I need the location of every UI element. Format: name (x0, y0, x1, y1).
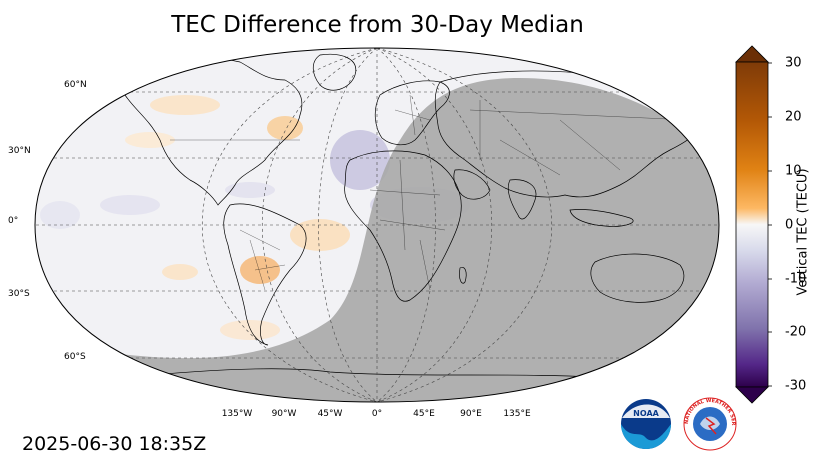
colorbar-tick: 30 (785, 55, 802, 71)
colorbar-tick: 10 (785, 163, 802, 179)
map-area (35, 48, 719, 402)
lat-label-30s: 30°S (8, 289, 30, 299)
country-borders (170, 94, 691, 291)
colorbar-tick: 0 (785, 217, 794, 233)
colorbar-max-arrow (735, 45, 769, 63)
colorbar-gradient (735, 61, 769, 388)
lon-label-135w: 135°W (221, 409, 253, 419)
night-shading (35, 78, 719, 402)
graticule (35, 48, 719, 402)
lon-label-45e: 45°E (413, 409, 435, 419)
lat-label-0: 0° (8, 216, 19, 226)
lat-label-60s: 60°S (64, 352, 86, 362)
colorbar-min-arrow (735, 386, 769, 404)
lon-label-90w: 90°W (271, 409, 297, 419)
lon-label-90e: 90°E (460, 409, 482, 419)
lon-label-135e: 135°E (503, 409, 531, 419)
svg-text:NOAA: NOAA (633, 409, 659, 418)
lat-label-30n: 30°N (8, 146, 31, 156)
noaa-logo: NOAA (621, 399, 671, 449)
colorbar-tick: -20 (785, 324, 807, 340)
lon-label-0: 0° (371, 409, 383, 419)
colorbar-tick: -10 (785, 271, 807, 287)
colorbar-tick: -30 (785, 378, 807, 394)
chart-title: TEC Difference from 30-Day Median (171, 12, 584, 38)
colorbar-tick: 20 (785, 109, 802, 125)
colorbar (735, 45, 772, 404)
timestamp: 2025-06-30 18:35Z (22, 433, 207, 455)
colorbar-label: Vertical TEC (TECU) (795, 168, 811, 296)
map-frame (34, 47, 720, 403)
lat-label-60n: 60°N (64, 80, 87, 90)
lon-label-45w: 45°W (317, 409, 343, 419)
